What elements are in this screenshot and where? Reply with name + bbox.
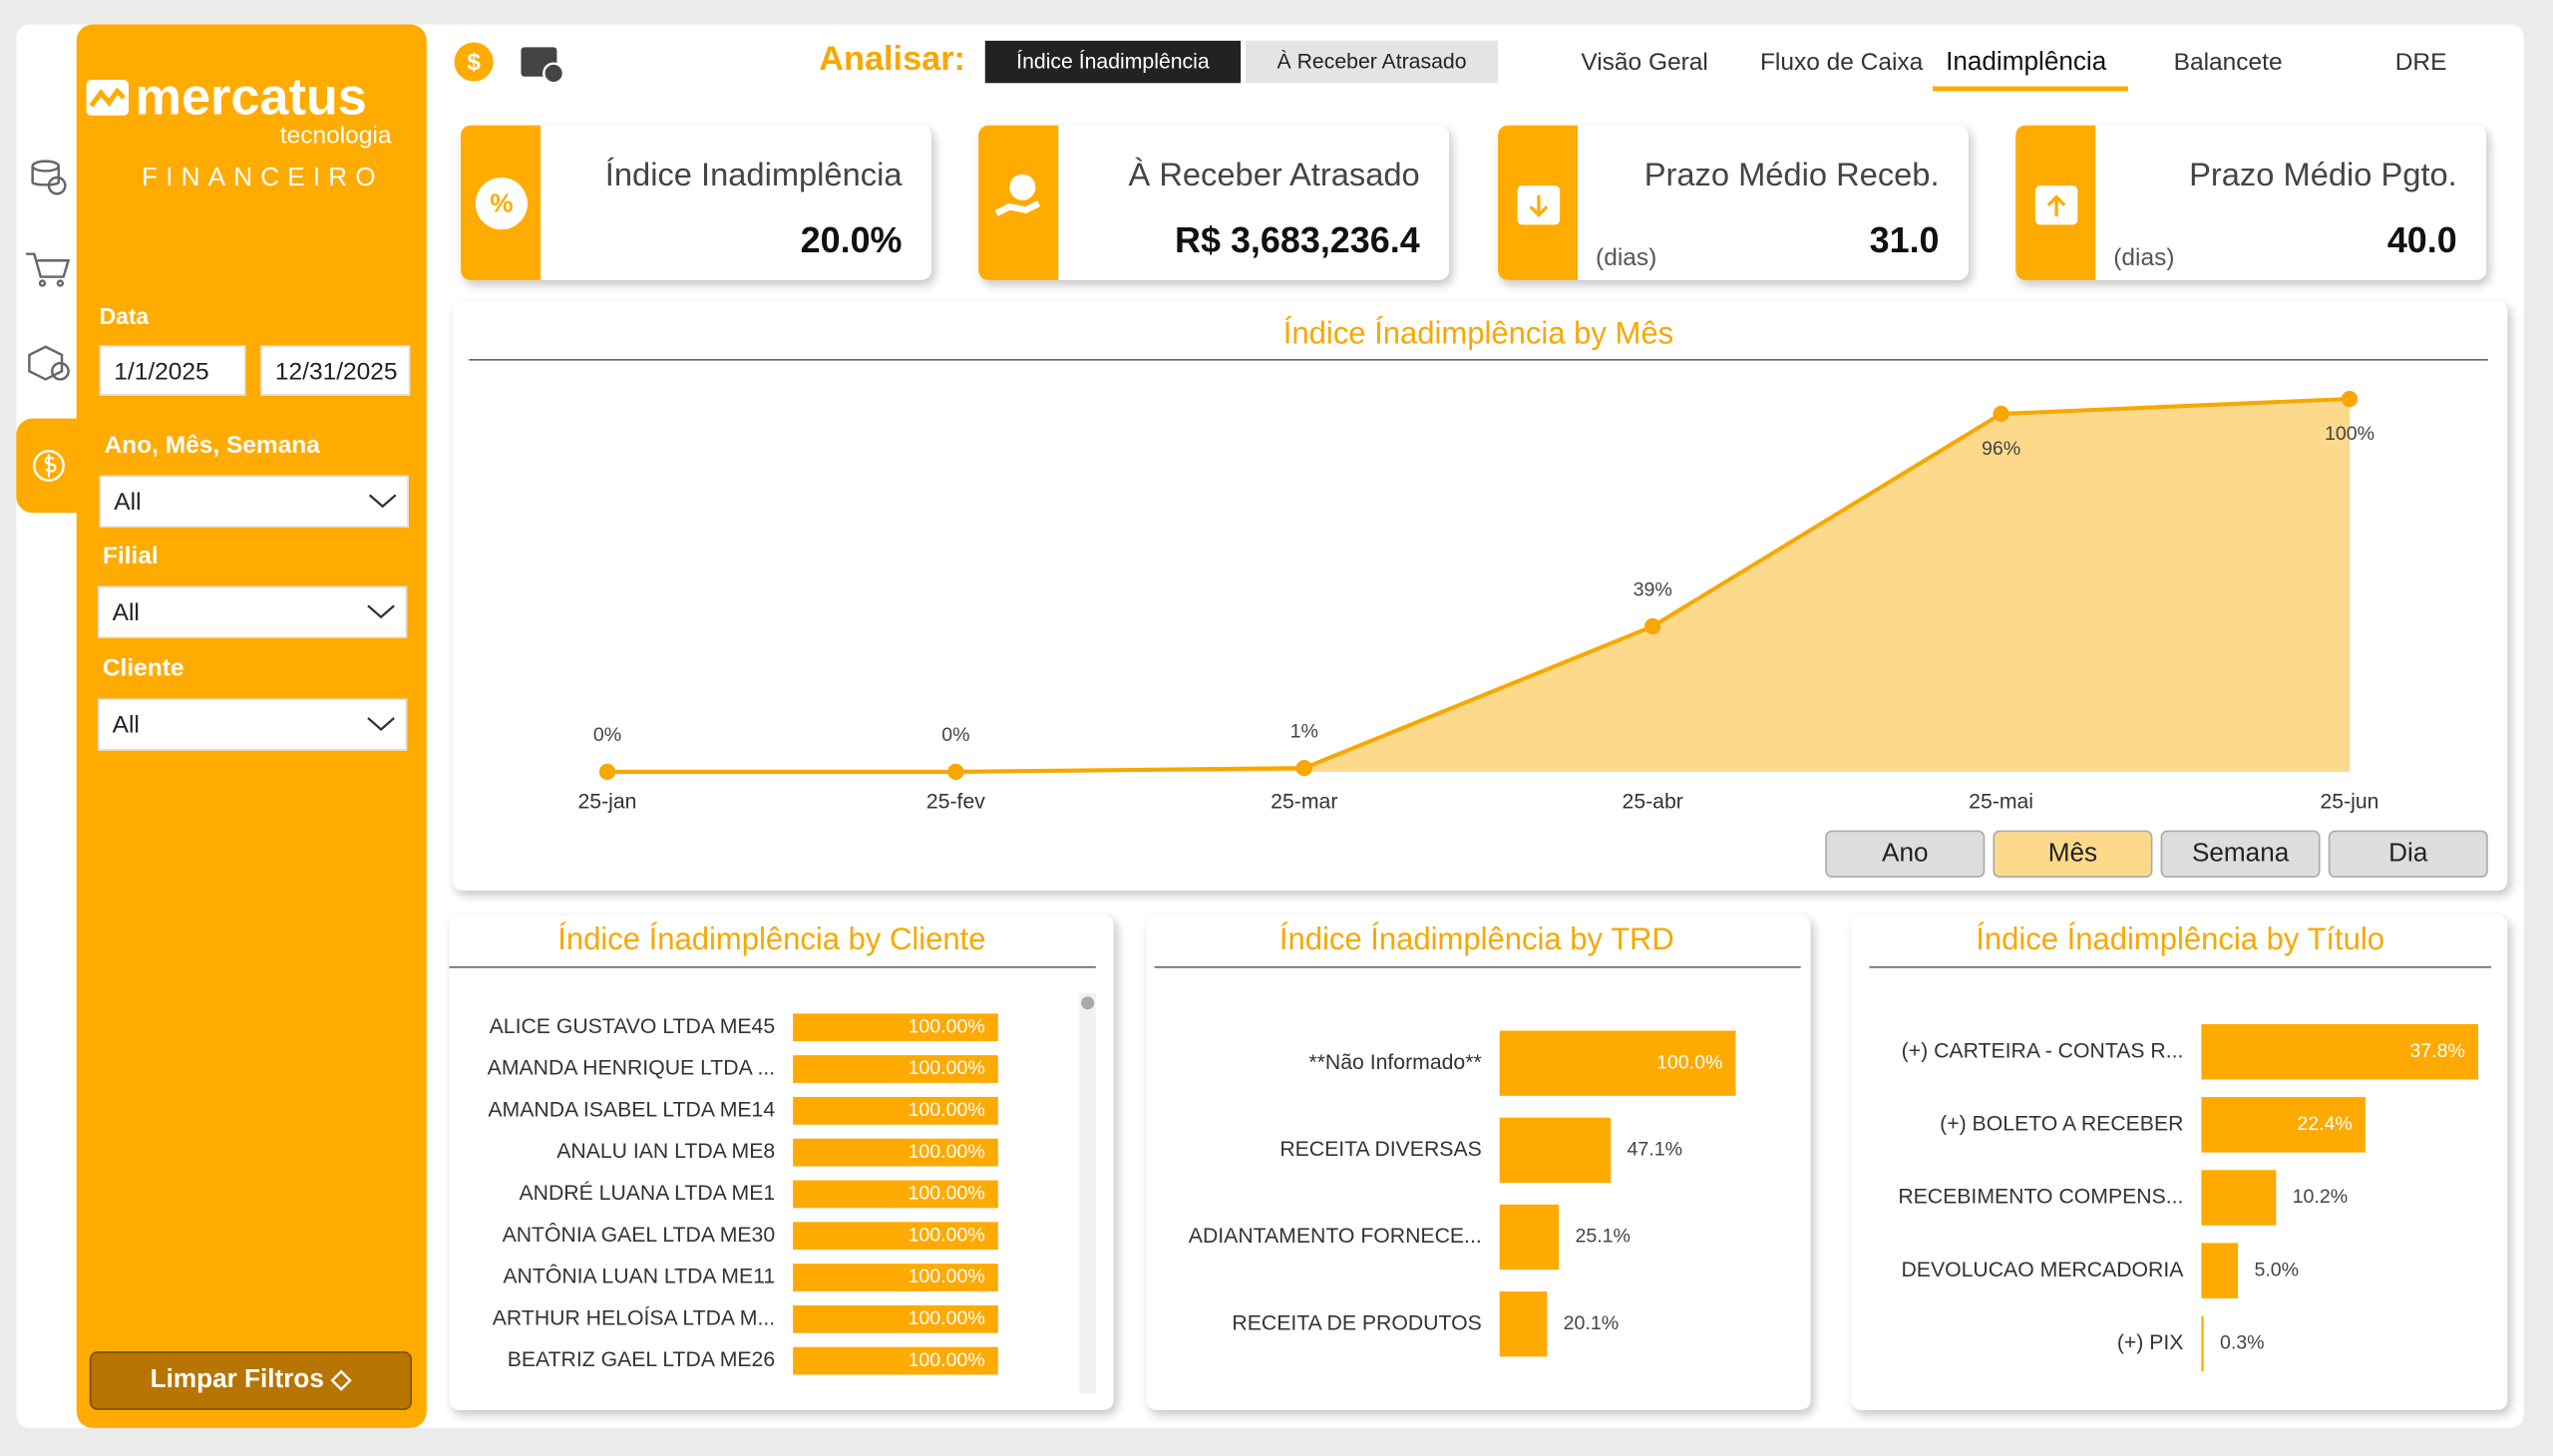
clear-filters-button[interactable]: Limpar Filtros ◇ bbox=[89, 1351, 413, 1410]
icon-rail bbox=[26, 160, 71, 381]
kpi-card: Prazo Médio Receb. (dias) 31.0 bbox=[1498, 125, 1969, 280]
svg-text:$: $ bbox=[467, 49, 481, 76]
analyze-option[interactable]: À Receber Atrasado bbox=[1246, 40, 1499, 84]
chart-card bbox=[1146, 914, 1811, 1410]
kpi-title: Prazo Médio Pgto. bbox=[2189, 158, 2457, 194]
kpi-title: Índice Inadimplência bbox=[604, 158, 903, 194]
kpi-unit: (dias) bbox=[1596, 243, 1657, 272]
dropdown-value: All bbox=[112, 598, 140, 627]
filter-label: Filial bbox=[102, 542, 159, 570]
kpi-value: 20.0% bbox=[800, 219, 903, 261]
granularity-button[interactable]: Semana bbox=[2160, 830, 2321, 879]
scrollbar[interactable] bbox=[1079, 992, 1096, 1394]
logo-sub: tecnologia bbox=[279, 122, 392, 151]
header-icons: $ bbox=[454, 42, 565, 85]
kpi-icon bbox=[994, 174, 1041, 216]
scroll-thumb[interactable] bbox=[1081, 996, 1095, 1010]
active-tab-underline bbox=[1933, 86, 2128, 92]
dropdown[interactable]: All bbox=[99, 475, 409, 528]
kpi-value: 31.0 bbox=[1869, 219, 1940, 261]
nav-tab[interactable]: DRE bbox=[2394, 48, 2447, 77]
analyze-label: Analisar: bbox=[819, 40, 965, 79]
granularity-button[interactable]: Dia bbox=[2328, 830, 2488, 879]
nav-tab[interactable]: Fluxo de Caixa bbox=[1759, 48, 1924, 77]
dropdown-value: All bbox=[114, 488, 142, 517]
date-start[interactable]: 1/1/2025 bbox=[99, 345, 246, 396]
kpi-value: R$ 3,683,236.4 bbox=[1175, 219, 1420, 261]
dollar-icon bbox=[33, 450, 65, 482]
nav-tab[interactable]: Visão Geral bbox=[1581, 48, 1708, 77]
kpi-strip bbox=[978, 125, 1059, 280]
kpi-icon: % bbox=[475, 177, 528, 230]
chevron bbox=[367, 604, 395, 619]
logo-text: mercatus bbox=[135, 66, 367, 126]
granularity-button[interactable]: Ano bbox=[1825, 830, 1986, 879]
kpi-value: 40.0 bbox=[2386, 219, 2457, 261]
kpi-icon bbox=[2034, 185, 2078, 225]
nav-tab-active[interactable]: Inadimplência bbox=[1946, 48, 2107, 77]
svg-text:%: % bbox=[490, 188, 513, 218]
chart-card bbox=[449, 914, 1114, 1410]
sidebar: mercatus tecnologia FINANCEIRO Data 1/1/… bbox=[76, 24, 427, 1428]
nav-tab[interactable]: Balancete bbox=[2173, 48, 2283, 77]
kpi-card: Prazo Médio Pgto. (dias) 40.0 bbox=[2015, 125, 2487, 280]
kpi-unit: (dias) bbox=[2113, 243, 2175, 272]
chevron bbox=[368, 494, 397, 509]
granularity-button-active[interactable]: Mês bbox=[1993, 830, 2153, 879]
chart-card bbox=[452, 301, 2508, 892]
active-tab[interactable] bbox=[16, 418, 82, 514]
logo-mark bbox=[86, 80, 129, 116]
filter-label: Ano, Mês, Semana bbox=[104, 431, 320, 460]
dropdown[interactable]: All bbox=[97, 698, 408, 751]
filter-label: Data bbox=[99, 302, 150, 329]
analyze-option-active[interactable]: Índice Ínadimplência bbox=[984, 40, 1242, 84]
kpi-icon bbox=[1517, 185, 1561, 225]
kpi-card: % Índice Inadimplência 20.0% bbox=[461, 125, 931, 280]
kpi-title: À Receber Atrasado bbox=[1128, 158, 1420, 194]
filter-label: Cliente bbox=[102, 654, 184, 683]
dropdown[interactable]: All bbox=[97, 585, 408, 639]
dropdown-value: All bbox=[112, 711, 140, 740]
button-label: Limpar Filtros bbox=[150, 1365, 324, 1394]
chart-card bbox=[1851, 914, 2508, 1410]
chevron bbox=[367, 717, 395, 731]
module-name: FINANCEIRO bbox=[142, 164, 384, 192]
kpi-title: Prazo Médio Receb. bbox=[1643, 158, 1940, 194]
kpi-card: À Receber Atrasado R$ 3,683,236.4 bbox=[978, 125, 1450, 280]
date-end[interactable]: 12/31/2025 bbox=[260, 345, 411, 396]
